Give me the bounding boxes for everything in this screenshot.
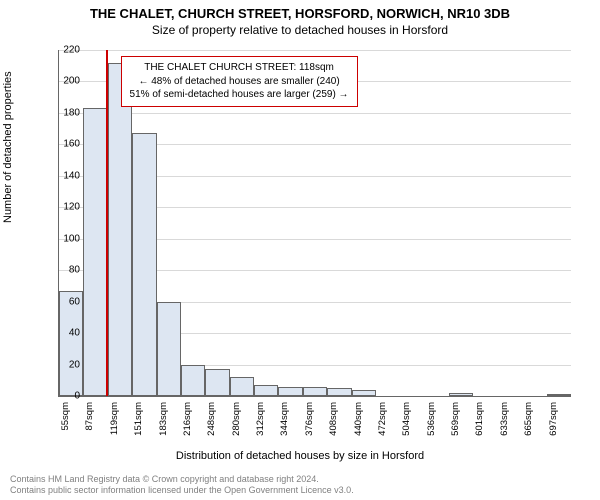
x-tick-label: 248sqm [206, 402, 217, 442]
x-tick-label: 151sqm [133, 402, 144, 442]
annotation-line: ← 48% of detached houses are smaller (24… [130, 75, 349, 89]
histogram-bar [132, 133, 156, 396]
y-tick-label: 140 [52, 170, 80, 181]
x-tick-label: 569sqm [450, 402, 461, 442]
histogram-bar [205, 369, 229, 396]
histogram-bar [181, 365, 205, 396]
plot-area: THE CHALET CHURCH STREET: 118sqm← 48% of… [58, 50, 571, 397]
y-tick-label: 160 [52, 139, 80, 150]
histogram-bar [230, 377, 254, 396]
y-tick-label: 40 [52, 328, 80, 339]
y-tick-label: 20 [52, 359, 80, 370]
y-tick-label: 60 [52, 296, 80, 307]
x-tick-label: 440sqm [353, 402, 364, 442]
histogram-bar [108, 63, 132, 396]
x-axis-label: Distribution of detached houses by size … [0, 450, 600, 462]
reference-line [106, 50, 108, 396]
histogram-bar [278, 387, 302, 396]
annotation-line: THE CHALET CHURCH STREET: 118sqm [130, 61, 349, 75]
x-tick-label: 119sqm [109, 402, 120, 442]
x-tick-label: 376sqm [304, 402, 315, 442]
y-tick-label: 220 [52, 45, 80, 56]
histogram-bar [449, 393, 473, 396]
x-tick-label: 665sqm [523, 402, 534, 442]
y-tick-label: 100 [52, 233, 80, 244]
x-tick-label: 312sqm [255, 402, 266, 442]
histogram-bar [547, 394, 571, 396]
histogram-bar [254, 385, 278, 396]
x-tick-label: 536sqm [426, 402, 437, 442]
y-tick-label: 200 [52, 76, 80, 87]
histogram-bar [352, 390, 376, 396]
x-tick-label: 280sqm [231, 402, 242, 442]
y-tick-label: 80 [52, 265, 80, 276]
x-tick-label: 87sqm [84, 402, 95, 442]
x-tick-label: 472sqm [377, 402, 388, 442]
footer-line: Contains public sector information licen… [10, 485, 354, 496]
annotation-line: 51% of semi-detached houses are larger (… [130, 88, 349, 102]
footer-line: Contains HM Land Registry data © Crown c… [10, 474, 354, 485]
x-tick-label: 408sqm [328, 402, 339, 442]
annotation-box: THE CHALET CHURCH STREET: 118sqm← 48% of… [121, 56, 358, 107]
x-tick-label: 216sqm [182, 402, 193, 442]
histogram-bar [327, 388, 351, 396]
histogram-bar [157, 302, 181, 396]
x-tick-label: 633sqm [499, 402, 510, 442]
x-tick-label: 183sqm [158, 402, 169, 442]
y-axis-label: Number of detached properties [2, 71, 14, 223]
y-tick-label: 180 [52, 107, 80, 118]
y-tick-label: 0 [52, 391, 80, 402]
gridline [59, 113, 571, 114]
y-tick-label: 120 [52, 202, 80, 213]
gridline [59, 50, 571, 51]
x-tick-label: 504sqm [401, 402, 412, 442]
x-tick-label: 697sqm [548, 402, 559, 442]
histogram-bar [83, 108, 107, 396]
chart-title: THE CHALET, CHURCH STREET, HORSFORD, NOR… [0, 0, 600, 21]
histogram-bar [303, 387, 327, 396]
footer-attribution: Contains HM Land Registry data © Crown c… [10, 474, 354, 496]
chart-container: THE CHALET, CHURCH STREET, HORSFORD, NOR… [0, 0, 600, 500]
chart-subtitle: Size of property relative to detached ho… [0, 23, 600, 37]
x-tick-label: 601sqm [474, 402, 485, 442]
x-tick-label: 344sqm [279, 402, 290, 442]
x-tick-label: 55sqm [60, 402, 71, 442]
